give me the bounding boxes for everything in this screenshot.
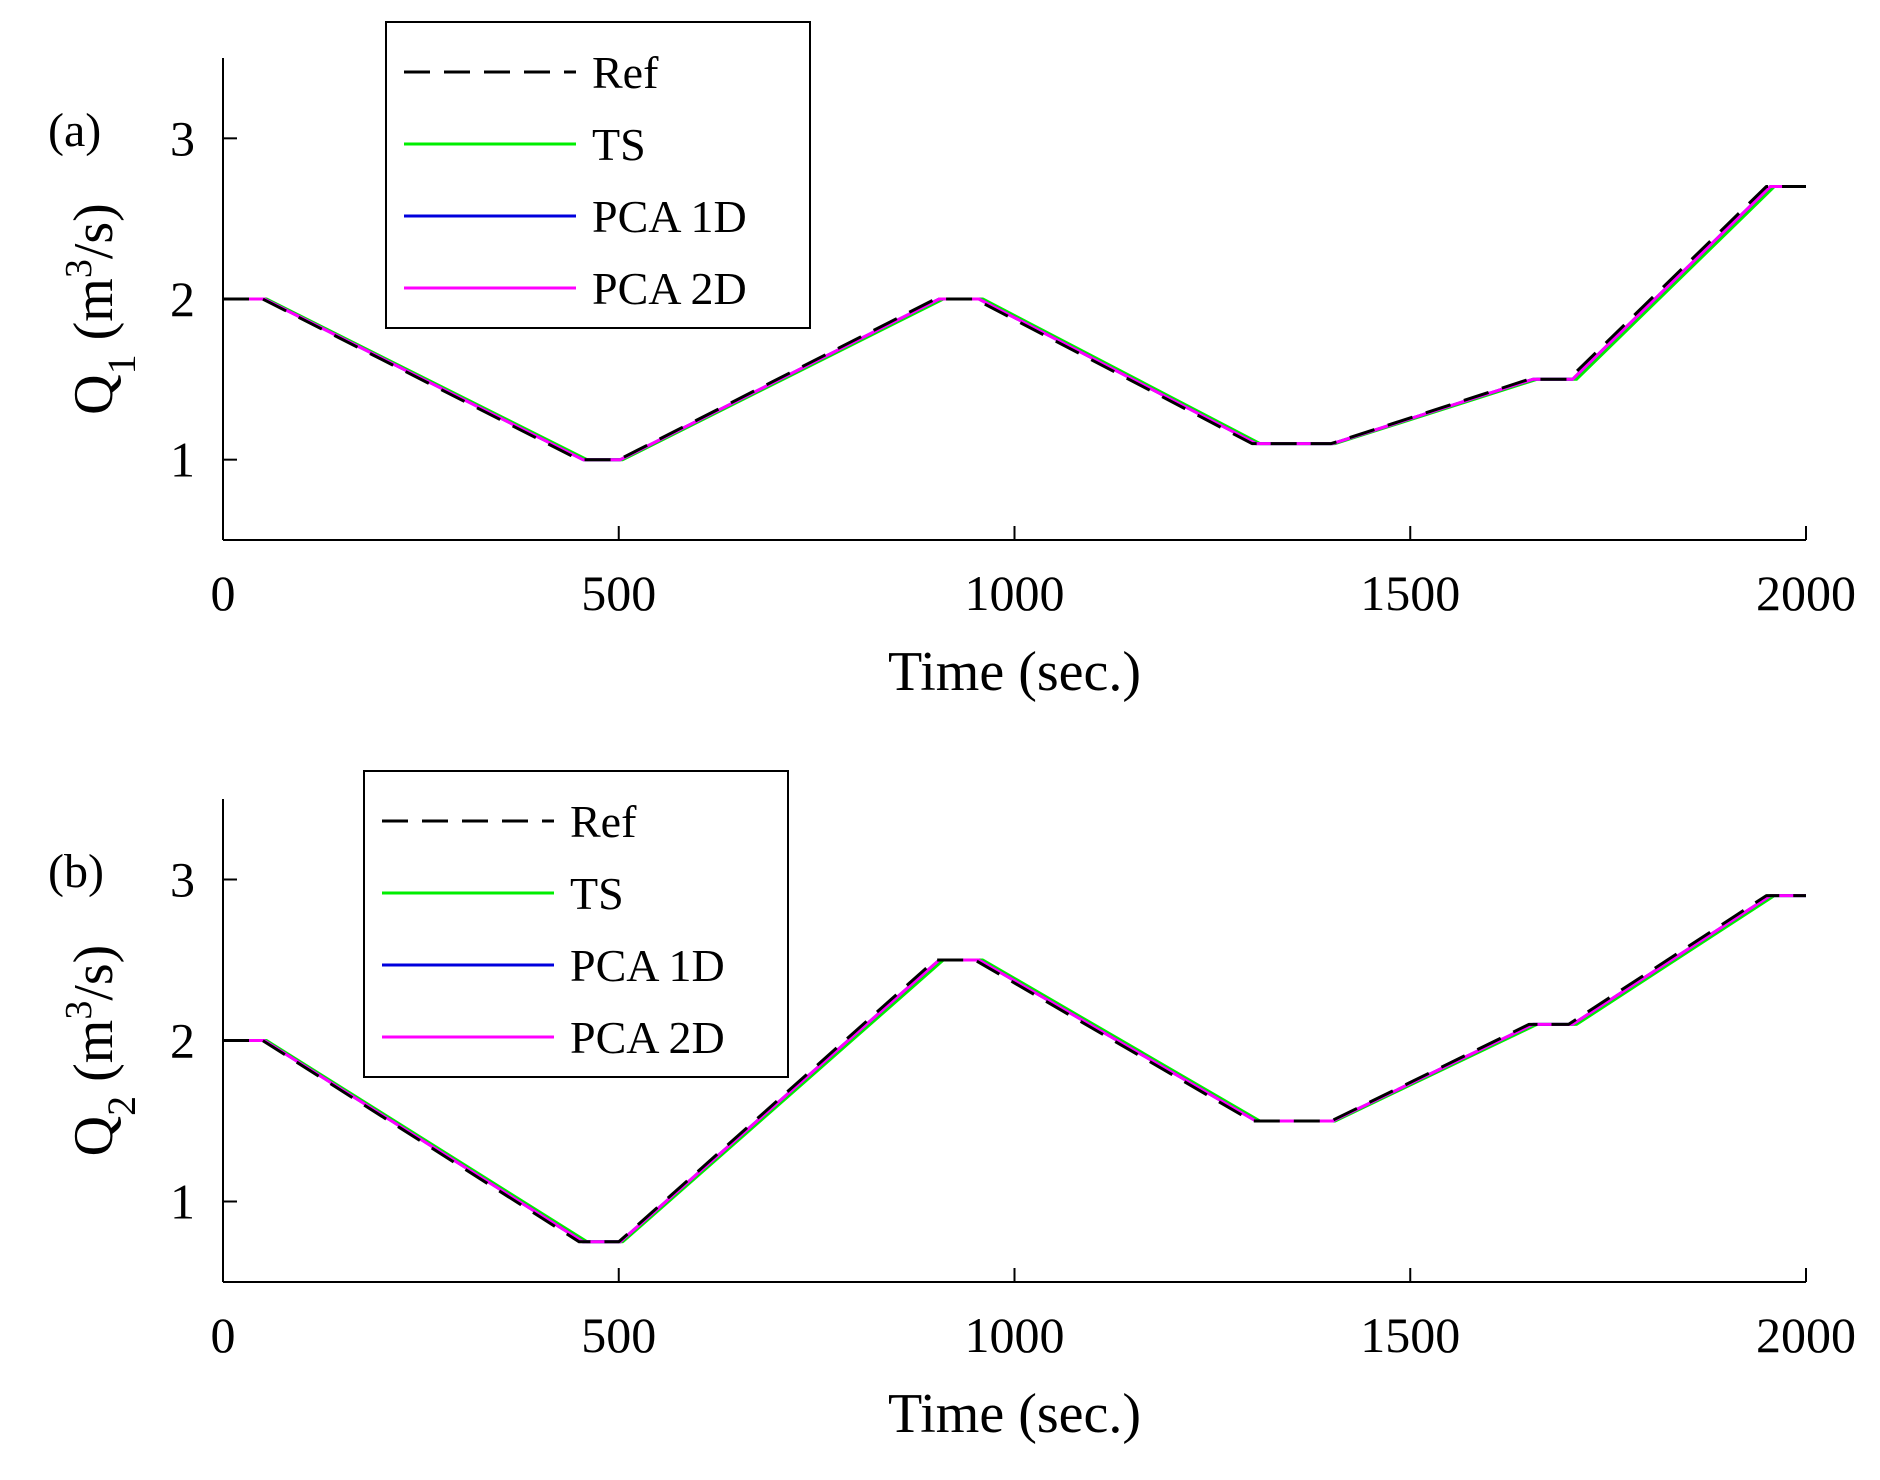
legend-label: Ref bbox=[570, 796, 637, 847]
legend: Ref TS PCA 1D PCA 2D bbox=[385, 21, 811, 329]
x-tick-label: 1500 bbox=[1360, 565, 1460, 621]
legend-label: Ref bbox=[592, 47, 659, 98]
series-line-pca-2d bbox=[223, 185, 1806, 462]
y-axis-title-unit: (m bbox=[63, 1020, 125, 1096]
legend: Ref TS PCA 1D PCA 2D bbox=[363, 770, 789, 1078]
y-axis-title-unit-end: /s) bbox=[63, 945, 125, 1001]
y-axis-title-unit-end: /s) bbox=[63, 203, 125, 259]
series-line-ts bbox=[223, 894, 1806, 1244]
x-tick-label: 1000 bbox=[965, 565, 1065, 621]
y-axis-title-subscript: 1 bbox=[99, 354, 144, 374]
legend-label: PCA 2D bbox=[592, 263, 747, 314]
y-axis-title-main: Q bbox=[63, 374, 125, 414]
x-tick-label: 1000 bbox=[965, 1307, 1065, 1363]
y-tick-label: 2 bbox=[170, 1013, 195, 1069]
y-tick-label: 1 bbox=[170, 1174, 195, 1230]
x-axis-title: Time (sec.) bbox=[888, 1383, 1141, 1445]
y-tick-label: 3 bbox=[170, 852, 195, 908]
y-axis-title: Q1 (m3/s) bbox=[58, 203, 144, 415]
panel-label: (b) bbox=[48, 845, 104, 898]
x-tick-label: 0 bbox=[211, 1307, 236, 1363]
y-tick-label: 2 bbox=[170, 271, 195, 327]
y-axis-title-superscript: 3 bbox=[58, 1001, 100, 1020]
x-tick-label: 2000 bbox=[1756, 1307, 1856, 1363]
y-axis-title-superscript: 3 bbox=[58, 259, 100, 278]
y-axis-title-main: Q bbox=[63, 1116, 125, 1156]
x-tick-label: 0 bbox=[211, 565, 236, 621]
series-line-ref bbox=[223, 894, 1806, 1244]
legend-label: TS bbox=[570, 868, 624, 919]
y-tick-label: 3 bbox=[170, 110, 195, 166]
x-tick-label: 500 bbox=[581, 565, 656, 621]
series-line-pca-2d bbox=[223, 894, 1806, 1244]
series-line-ts bbox=[223, 185, 1806, 462]
x-tick-label: 500 bbox=[581, 1307, 656, 1363]
x-tick-label: 1500 bbox=[1360, 1307, 1460, 1363]
y-axis-title-unit: (m bbox=[63, 278, 125, 354]
y-axis-title-subscript: 2 bbox=[99, 1096, 144, 1116]
legend-label: TS bbox=[592, 119, 646, 170]
legend-label: PCA 1D bbox=[592, 191, 747, 242]
series-line-ref bbox=[223, 185, 1806, 462]
y-axis-title: Q2 (m3/s) bbox=[58, 945, 144, 1157]
legend-label: PCA 1D bbox=[570, 940, 725, 991]
legend-label: PCA 2D bbox=[570, 1012, 725, 1063]
y-tick-label: 1 bbox=[170, 432, 195, 488]
panel-label: (a) bbox=[48, 104, 101, 157]
x-axis-title: Time (sec.) bbox=[888, 641, 1141, 703]
x-tick-label: 2000 bbox=[1756, 565, 1856, 621]
